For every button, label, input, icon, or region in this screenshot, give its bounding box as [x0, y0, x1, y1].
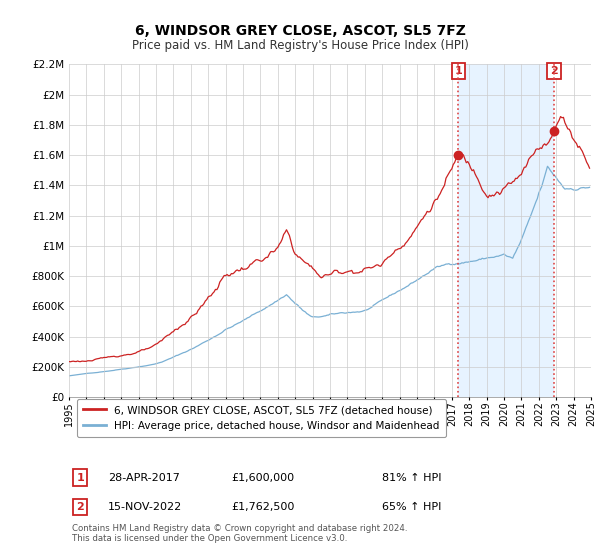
Text: 1: 1: [454, 66, 462, 76]
Text: Contains HM Land Registry data © Crown copyright and database right 2024.
This d: Contains HM Land Registry data © Crown c…: [71, 524, 407, 543]
Text: 2: 2: [550, 66, 558, 76]
Text: £1,762,500: £1,762,500: [231, 502, 294, 512]
Text: Price paid vs. HM Land Registry's House Price Index (HPI): Price paid vs. HM Land Registry's House …: [131, 39, 469, 52]
Legend: 6, WINDSOR GREY CLOSE, ASCOT, SL5 7FZ (detached house), HPI: Average price, deta: 6, WINDSOR GREY CLOSE, ASCOT, SL5 7FZ (d…: [77, 399, 446, 437]
Text: 28-APR-2017: 28-APR-2017: [108, 473, 180, 483]
Text: £1,600,000: £1,600,000: [231, 473, 294, 483]
Text: 2: 2: [77, 502, 85, 512]
Text: 6, WINDSOR GREY CLOSE, ASCOT, SL5 7FZ: 6, WINDSOR GREY CLOSE, ASCOT, SL5 7FZ: [134, 24, 466, 38]
Text: 1: 1: [77, 473, 85, 483]
Bar: [458, 64, 554, 397]
Text: 81% ↑ HPI: 81% ↑ HPI: [382, 473, 442, 483]
Text: 65% ↑ HPI: 65% ↑ HPI: [382, 502, 442, 512]
Text: 15-NOV-2022: 15-NOV-2022: [108, 502, 182, 512]
